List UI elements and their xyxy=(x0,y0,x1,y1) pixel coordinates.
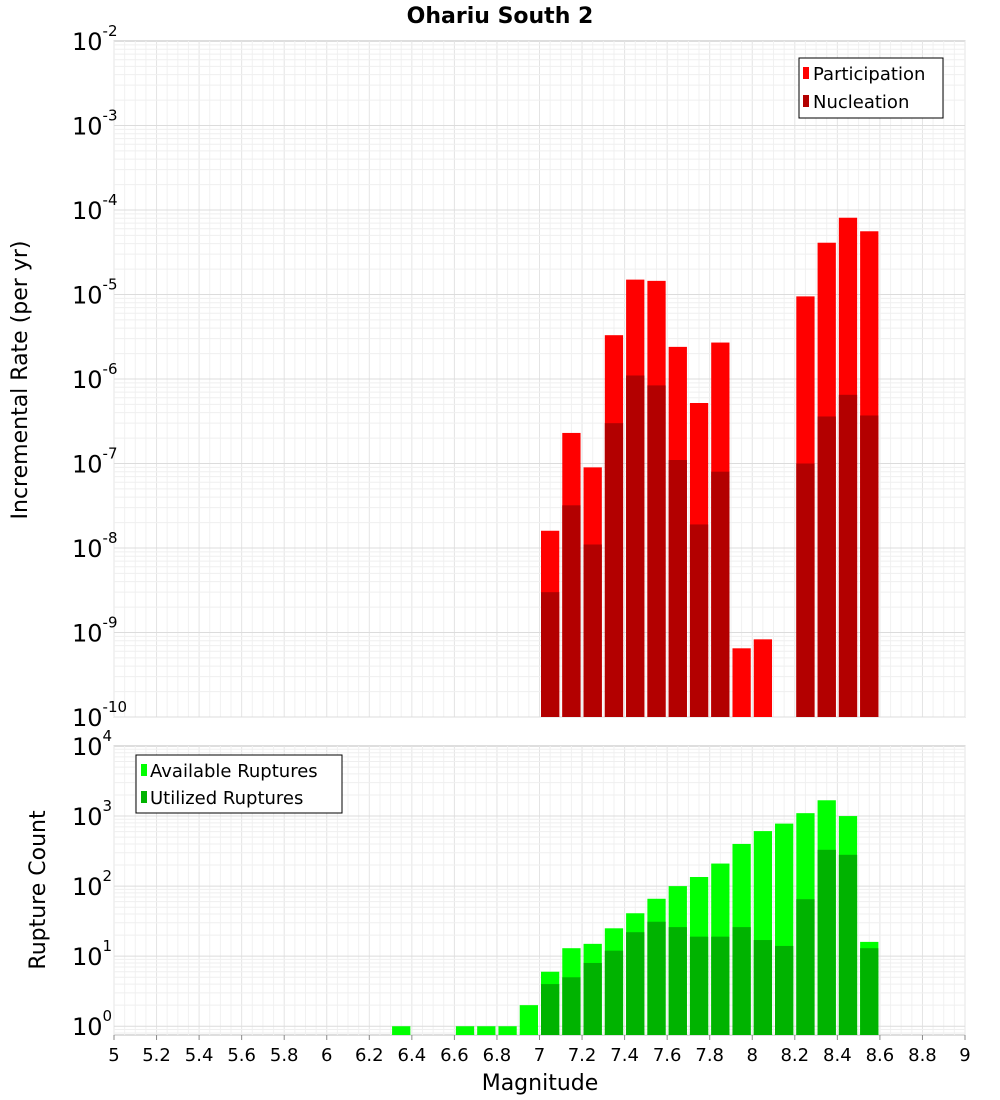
count-y-axis-label: Rupture Count xyxy=(26,810,51,970)
rate-bar-b xyxy=(689,524,709,717)
x-tick-label: 6 xyxy=(321,1045,332,1066)
count-bar-a xyxy=(498,1026,517,1035)
rate-bar-b xyxy=(604,423,624,717)
count-bar-b xyxy=(775,945,794,1035)
y-tick-label: 103 xyxy=(72,797,112,831)
x-tick-label: 8.2 xyxy=(780,1045,809,1066)
y-tick-label: 10-6 xyxy=(72,360,118,394)
available-swatch xyxy=(141,764,147,776)
count-legend-box xyxy=(135,754,343,814)
x-tick-label: 6.8 xyxy=(483,1045,512,1066)
rate-bar-a xyxy=(732,648,751,717)
y-tick-label: 102 xyxy=(72,867,112,901)
count-bar-b xyxy=(562,977,581,1035)
y-tick-label: 10-5 xyxy=(72,276,118,310)
rate-legend-box xyxy=(798,57,944,119)
rate-bar-b xyxy=(583,544,602,717)
count-bar-b xyxy=(753,940,773,1035)
chart-title: Ohariu South 2 xyxy=(407,4,594,29)
count-bar-b xyxy=(817,849,836,1035)
rate-grid xyxy=(113,41,966,718)
count-bar-b xyxy=(711,936,730,1035)
x-tick-label: 8.8 xyxy=(908,1045,937,1066)
count-bar-b xyxy=(626,932,645,1035)
participation-swatch xyxy=(803,67,809,79)
rate-legend: Participation Nucleation xyxy=(798,57,944,119)
x-tick-label: 7 xyxy=(534,1045,545,1066)
x-tick-label: 7.6 xyxy=(653,1045,682,1066)
x-tick-label: 5.8 xyxy=(270,1045,299,1066)
x-tick-label: 6.2 xyxy=(355,1045,384,1066)
y-tick-label: 10-8 xyxy=(72,529,118,563)
count-bar-b xyxy=(796,899,815,1035)
x-tick-label: 5.2 xyxy=(142,1045,171,1066)
x-tick-label: 7.8 xyxy=(695,1045,724,1066)
y-tick-label: 10-10 xyxy=(72,698,127,732)
x-axis-label: Magnitude xyxy=(482,1071,599,1096)
count-bars xyxy=(392,800,879,1035)
x-tick-label: 5.4 xyxy=(185,1045,214,1066)
available-legend-label: Available Ruptures xyxy=(150,761,318,782)
rate-bar-b xyxy=(817,416,836,717)
nucleation-legend-label: Nucleation xyxy=(813,92,909,113)
rate-bars xyxy=(541,217,879,717)
count-x-ticks: 5 5.2 5.4 5.6 5.8 6 6.2 6.4 6.6 6.8 7 7.2 7.4 7.6 7.8 8… xyxy=(108,1035,971,1066)
rate-bar-b xyxy=(860,415,879,717)
rate-bar-b xyxy=(541,592,560,717)
count-bar-b xyxy=(732,927,751,1035)
x-tick-label: 7.4 xyxy=(610,1045,639,1066)
rate-y-axis-label: Incremental Rate (per yr) xyxy=(8,241,33,520)
count-bar-a xyxy=(519,1005,538,1035)
x-tick-label: 6.4 xyxy=(398,1045,427,1066)
y-tick-label: 100 xyxy=(72,1007,112,1041)
rate-bar-b xyxy=(668,460,687,717)
x-tick-label: 5.6 xyxy=(227,1045,256,1066)
count-bar-b xyxy=(604,950,624,1035)
rate-bar-b xyxy=(626,375,645,717)
y-tick-label: 10-9 xyxy=(72,614,118,648)
count-bar-b xyxy=(647,921,666,1035)
x-tick-label: 8 xyxy=(747,1045,758,1066)
count-bar-b xyxy=(541,984,560,1035)
y-tick-label: 101 xyxy=(72,937,112,971)
y-tick-label: 10-2 xyxy=(72,22,118,56)
count-bar-a xyxy=(455,1026,475,1035)
x-tick-label: 8.6 xyxy=(866,1045,895,1066)
participation-legend-label: Participation xyxy=(813,64,925,85)
x-tick-label: 9 xyxy=(959,1045,970,1066)
rate-bar-b xyxy=(711,471,730,717)
count-y-ticks: 100 101 102 103 104 xyxy=(72,727,112,1041)
y-tick-label: 104 xyxy=(72,727,112,761)
rate-y-ticks: 10-10 10-9 10-8 10-7 10-6 10-5 10-4 10-3 10-2 xyxy=(72,22,127,732)
rate-panel: 10-10 10-9 10-8 10-7 10-6 10-5 10-4 10-3 10-2 In… xyxy=(8,22,966,732)
utilized-legend-label: Utilized Ruptures xyxy=(150,788,303,809)
count-bar-b xyxy=(668,927,687,1035)
rate-bar-b xyxy=(562,505,581,717)
x-tick-label: 6.6 xyxy=(440,1045,469,1066)
count-bar-b xyxy=(689,936,709,1035)
x-tick-label: 8.4 xyxy=(823,1045,852,1066)
y-tick-label: 10-7 xyxy=(72,445,118,479)
count-bar-a xyxy=(392,1026,411,1035)
rate-bar-b xyxy=(838,394,858,717)
rate-bar-b xyxy=(647,385,666,717)
count-bar-a xyxy=(477,1026,496,1035)
count-panel: 100 101 102 103 104 5 5.2 5.4 5.6 5.8 6 6.2 6.4 6.6 6… xyxy=(26,727,971,1096)
count-bar-b xyxy=(583,962,602,1035)
y-tick-label: 10-3 xyxy=(72,107,118,141)
x-tick-label: 7.2 xyxy=(568,1045,597,1066)
nucleation-swatch xyxy=(803,95,809,107)
y-tick-label: 10-4 xyxy=(72,191,118,225)
utilized-swatch xyxy=(141,791,147,803)
count-bar-b xyxy=(860,948,879,1035)
count-bar-b xyxy=(838,854,858,1035)
x-tick-label: 5 xyxy=(108,1045,119,1066)
count-legend: Available Ruptures Utilized Ruptures xyxy=(135,754,343,814)
rate-bar-b xyxy=(796,463,815,717)
rate-bar-a xyxy=(753,639,773,717)
